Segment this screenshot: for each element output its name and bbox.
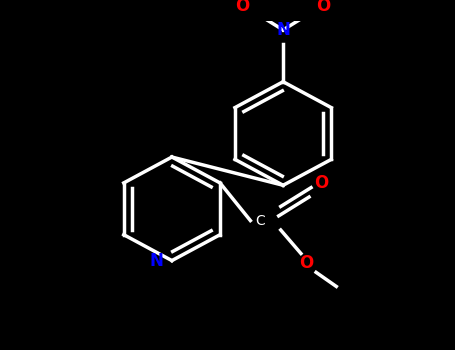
Text: C: C — [256, 214, 265, 228]
Text: O: O — [316, 0, 331, 15]
Text: N: N — [276, 21, 290, 39]
Text: O: O — [314, 174, 329, 192]
Text: O: O — [236, 0, 250, 15]
Text: O: O — [299, 254, 313, 272]
Text: N: N — [150, 252, 164, 270]
